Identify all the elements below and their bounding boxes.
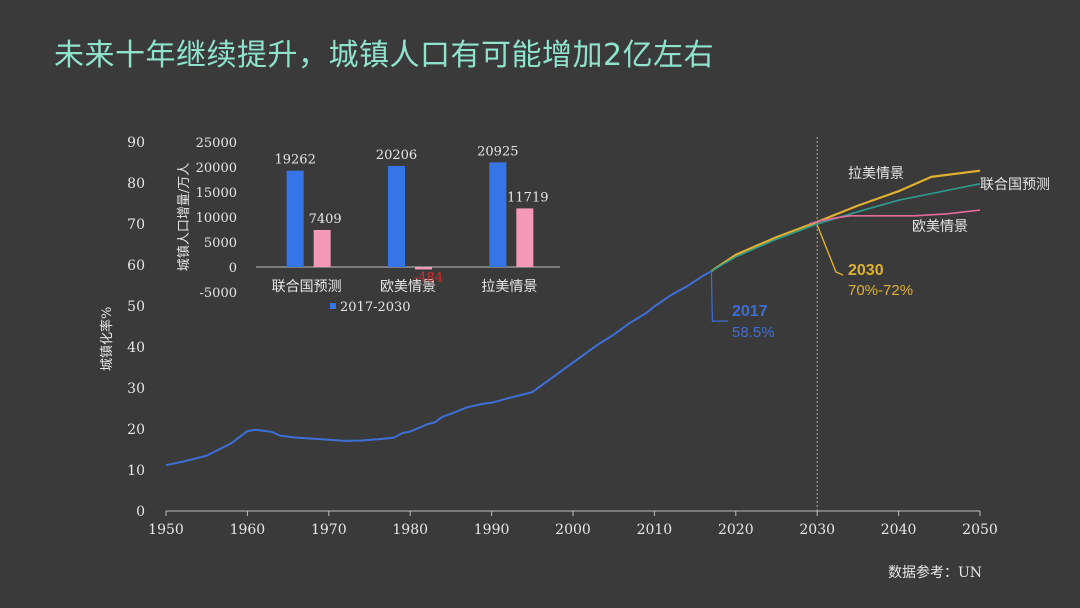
inset-category-label: 联合国预测 (272, 279, 342, 295)
y-tick-label: 0 (136, 504, 145, 520)
annotation-2017-year: 2017 (732, 303, 768, 320)
x-tick-label: 2050 (962, 522, 998, 538)
x-tick-label: 1970 (311, 522, 347, 538)
inset-y-tick-label: 25000 (196, 136, 237, 151)
inset-category-label: 拉美情景 (481, 279, 537, 295)
series-label-latam: 拉美情景 (848, 166, 904, 182)
inset-legend-swatch (330, 303, 336, 309)
y-tick-label: 60 (127, 258, 145, 274)
inset-y-tick-label: 10000 (196, 211, 237, 226)
series-line-history (165, 270, 712, 467)
inset-y-axis-title: 城镇人口增量/万人 (177, 163, 192, 271)
inset-bar-chart: -5000 0 5000 10000 15000 20000 25000 城镇人口增量/万人联… (177, 136, 560, 315)
y-tick-label: 70 (127, 217, 145, 233)
inset-y-tick-label: 0 (229, 261, 237, 276)
inset-y-tick-label: -5000 (200, 286, 237, 301)
y-tick-label: 90 (127, 135, 145, 151)
x-tick-label: 2010 (637, 522, 673, 538)
inset-data-label: 20925 (477, 144, 518, 159)
x-tick-label: 1960 (230, 522, 266, 538)
y-tick-label: 40 (127, 340, 145, 356)
x-tick-label: 1980 (392, 522, 428, 538)
source-note: 数据参考：UN (888, 565, 983, 581)
inset-data-label: -484 (414, 270, 443, 285)
inset-data-label: 11719 (507, 190, 548, 205)
annotation-2017-value: 58.5% (732, 324, 775, 341)
inset-data-label: 7409 (309, 212, 342, 227)
inset-category-label: 欧美情景 (380, 279, 436, 295)
y-tick-label: 20 (127, 422, 145, 438)
slide-title: 未来十年继续提升，城镇人口有可能增加2亿左右 (54, 38, 715, 73)
inset-y-tick-label: 20000 (196, 161, 237, 176)
y-tick-label: 30 (127, 381, 145, 397)
y-tick-label: 80 (127, 176, 145, 192)
y-tick-label: 10 (127, 463, 145, 479)
main-chart-axes: 1950 1960 1970 1980 1990 2000 2010 2020 2030 2040… (99, 135, 998, 538)
y-axis-title: 城镇化率% (99, 307, 115, 371)
series-line-latam (710, 169, 981, 273)
inset-bar (313, 229, 331, 267)
inset-data-label: 20206 (376, 148, 417, 163)
annotation-2030-range: 70%-72% (848, 282, 913, 299)
x-tick-label: 1990 (474, 522, 510, 538)
main-chart-lines (165, 169, 981, 467)
x-tick-label: 2000 (555, 522, 591, 538)
annotation-leader-2017 (710, 271, 729, 322)
inset-data-label: 19262 (274, 153, 315, 168)
annotation-leader-2030 (816, 224, 844, 276)
x-tick-label: 2040 (881, 522, 917, 538)
inset-legend-label: 2017-2030 (340, 300, 411, 315)
x-tick-label: 1950 (148, 522, 184, 538)
x-tick-label: 2020 (718, 522, 754, 538)
series-label-eu: 欧美情景 (912, 219, 968, 235)
x-tick-label: 2030 (799, 522, 835, 538)
y-tick-label: 50 (127, 299, 145, 315)
inset-bar (489, 162, 507, 267)
inset-bar (415, 267, 432, 270)
annotation-2030-year: 2030 (848, 262, 884, 279)
inset-y-tick-label: 5000 (204, 236, 237, 251)
inset-bar (516, 208, 534, 267)
series-line-eu (808, 209, 981, 225)
inset-bar (286, 170, 304, 267)
inset-y-tick-label: 15000 (196, 186, 237, 201)
inset-bar (388, 165, 405, 267)
series-label-un: 联合国预测 (980, 177, 1050, 193)
